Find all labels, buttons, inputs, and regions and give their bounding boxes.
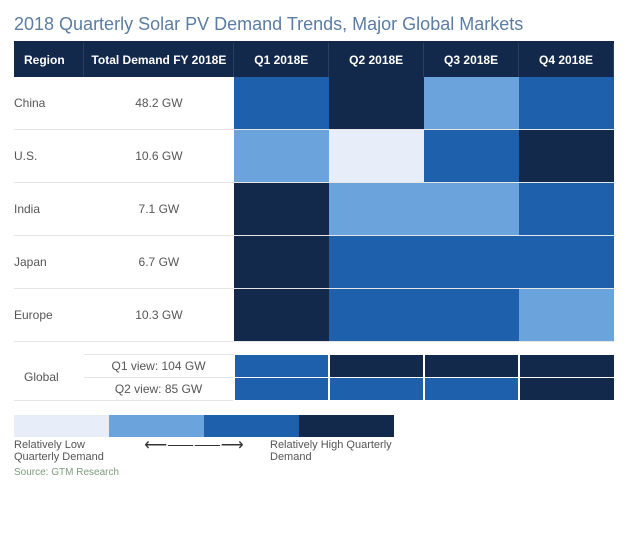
heatmap-cell [519, 236, 614, 289]
global-row: Q2 view: 85 GW [14, 378, 614, 401]
heatmap-cell [329, 378, 424, 401]
source-credit: Source: GTM Research [14, 467, 614, 478]
heatmap-cell [329, 183, 424, 236]
chart-title: 2018 Quarterly Solar PV Demand Trends, M… [14, 14, 614, 35]
total-demand: 10.6 GW [84, 130, 234, 183]
heatmap-cell [519, 289, 614, 342]
heatmap-cell [329, 289, 424, 342]
table-row: Japan6.7 GW [14, 236, 614, 289]
total-demand: 48.2 GW [84, 77, 234, 130]
legend-swatch [14, 415, 109, 437]
total-demand: 7.1 GW [84, 183, 234, 236]
heatmap-cell [329, 236, 424, 289]
heatmap-cell [519, 355, 614, 378]
demand-heatmap-table: Region Total Demand FY 2018E Q1 2018E Q2… [14, 43, 614, 342]
table-row: India7.1 GW [14, 183, 614, 236]
col-total: Total Demand FY 2018E [84, 43, 234, 77]
legend-low-label: Relatively Low Quarterly Demand [14, 439, 124, 463]
col-region: Region [14, 43, 84, 77]
legend-swatch [109, 415, 204, 437]
heatmap-cell [424, 236, 519, 289]
heatmap-cell [424, 289, 519, 342]
region-label: Europe [14, 289, 84, 342]
heatmap-cell [519, 183, 614, 236]
heatmap-cell [234, 355, 329, 378]
global-view-label: Q2 view: 85 GW [84, 378, 234, 401]
region-label: Japan [14, 236, 84, 289]
header-row: Region Total Demand FY 2018E Q1 2018E Q2… [14, 43, 614, 77]
table-row: China48.2 GW [14, 77, 614, 130]
heatmap-cell [234, 183, 329, 236]
heatmap-cell [329, 355, 424, 378]
heatmap-cell [424, 130, 519, 183]
global-row: GlobalQ1 view: 104 GW [14, 355, 614, 378]
heatmap-cell [234, 130, 329, 183]
heatmap-cell [424, 378, 519, 401]
table-row: U.S.10.6 GW [14, 130, 614, 183]
global-summary-table: GlobalQ1 view: 104 GWQ2 view: 85 GW [14, 354, 614, 401]
legend-swatch [299, 415, 394, 437]
heatmap-cell [519, 130, 614, 183]
heatmap-cell [234, 77, 329, 130]
total-demand: 10.3 GW [84, 289, 234, 342]
col-q3: Q3 2018E [424, 43, 519, 77]
region-label: India [14, 183, 84, 236]
heatmap-cell [329, 130, 424, 183]
legend-swatch [204, 415, 299, 437]
legend: Relatively Low Quarterly Demand ⟵⸺⸺⟶ Rel… [14, 415, 614, 463]
heatmap-cell [424, 77, 519, 130]
legend-arrow-icon: ⟵⸺⸺⟶ [124, 439, 264, 453]
legend-labels: Relatively Low Quarterly Demand ⟵⸺⸺⟶ Rel… [14, 439, 394, 463]
legend-swatches [14, 415, 614, 437]
heatmap-cell [424, 183, 519, 236]
col-q2: Q2 2018E [329, 43, 424, 77]
heatmap-cell [519, 77, 614, 130]
col-q1: Q1 2018E [234, 43, 329, 77]
region-label: China [14, 77, 84, 130]
global-view-label: Q1 view: 104 GW [84, 355, 234, 378]
heatmap-cell [234, 236, 329, 289]
col-q4: Q4 2018E [519, 43, 614, 77]
heatmap-cell [329, 77, 424, 130]
heatmap-cell [234, 378, 329, 401]
region-label: U.S. [14, 130, 84, 183]
table-row: Europe10.3 GW [14, 289, 614, 342]
heatmap-cell [234, 289, 329, 342]
heatmap-cell [519, 378, 614, 401]
legend-high-label: Relatively High Quarterly Demand [264, 439, 394, 463]
heatmap-cell [424, 355, 519, 378]
total-demand: 6.7 GW [84, 236, 234, 289]
global-label: Global [14, 355, 84, 401]
